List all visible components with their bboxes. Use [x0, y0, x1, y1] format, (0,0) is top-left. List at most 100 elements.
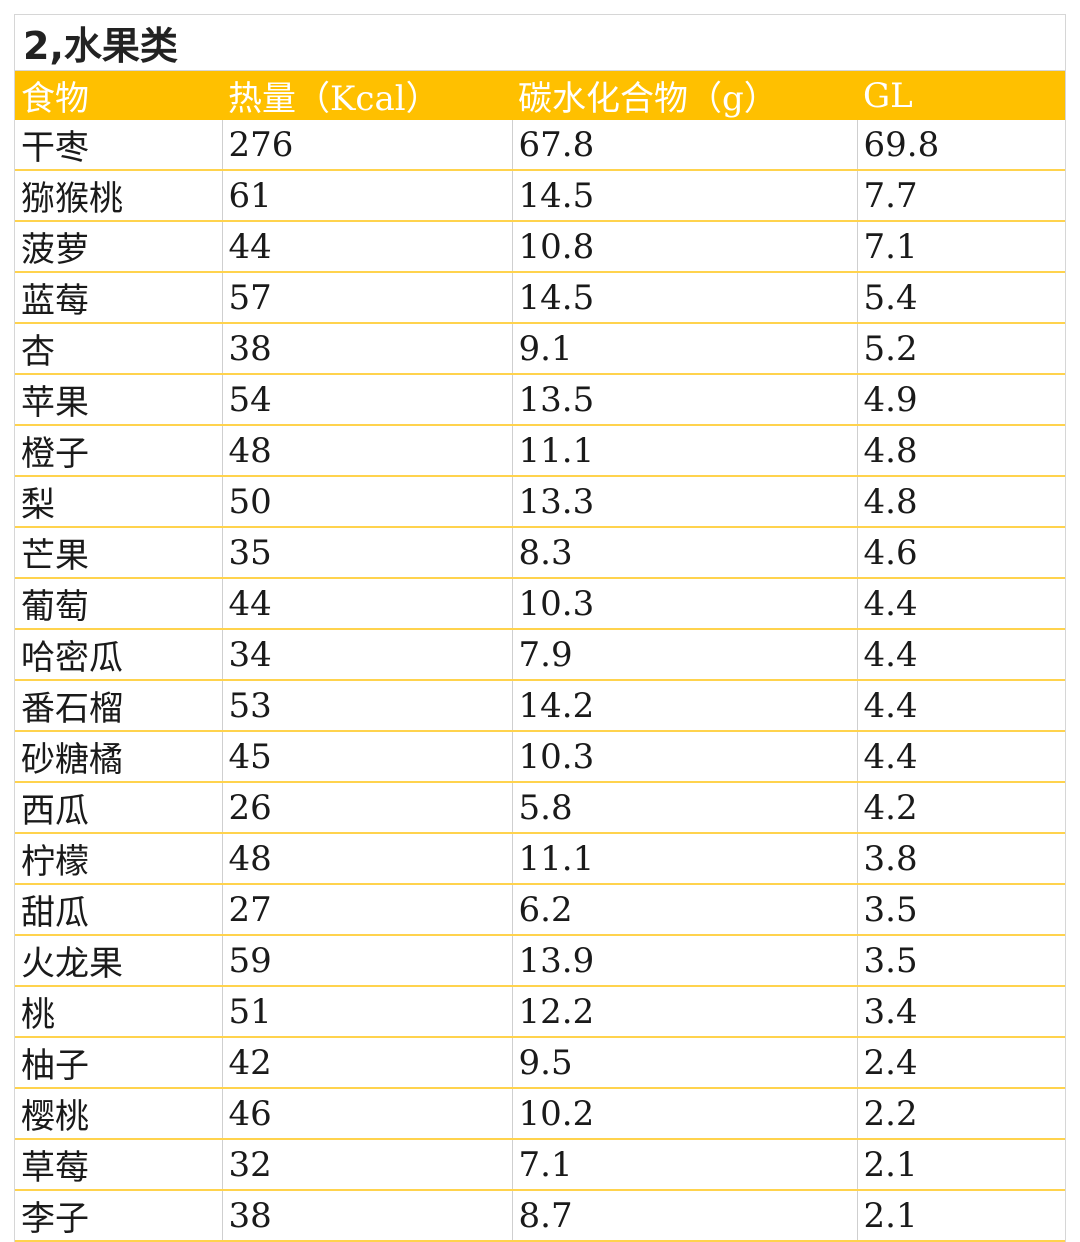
food-name-cell: 橙子: [15, 425, 223, 477]
gl-cell: 7.1: [857, 221, 1065, 273]
table-row: 干枣 276 67.8 69.8: [15, 120, 1065, 171]
calories-cell: 45: [222, 731, 513, 783]
food-name-cell: 梨: [15, 476, 223, 528]
gl-cell: 4.6: [857, 527, 1065, 579]
carbohydrate-cell: 7.9: [512, 629, 858, 681]
gl-cell: 4.2: [857, 782, 1065, 834]
header-carbohydrate: 碳水化合物（g）: [512, 71, 857, 120]
gl-cell: 5.4: [857, 272, 1065, 324]
carbohydrate-cell: 9.1: [512, 323, 858, 375]
carbohydrate-cell: 10.8: [512, 221, 858, 273]
calories-cell: 48: [222, 833, 513, 885]
calories-cell: 276: [222, 120, 513, 171]
gl-cell: 4.8: [857, 425, 1065, 477]
gl-cell: 4.4: [857, 578, 1065, 630]
calories-cell: 38: [222, 1190, 513, 1242]
calories-cell: 46: [222, 1088, 513, 1140]
table-row: 猕猴桃 61 14.5 7.7: [15, 170, 1065, 222]
gl-cell: 3.5: [857, 935, 1065, 987]
gl-cell: 3.4: [857, 986, 1065, 1038]
calories-cell: 61: [222, 170, 513, 222]
carbohydrate-cell: 13.5: [512, 374, 858, 426]
food-name-cell: 李子: [15, 1190, 223, 1242]
gl-cell: 4.4: [857, 731, 1065, 783]
food-name-cell: 甜瓜: [15, 884, 223, 936]
calories-cell: 27: [222, 884, 513, 936]
gl-cell: 2.1: [857, 1139, 1065, 1191]
gl-cell: 4.9: [857, 374, 1065, 426]
table-row: 西瓜 26 5.8 4.2: [15, 782, 1065, 834]
section-title: 2,水果类: [15, 15, 1065, 71]
fruit-nutrition-table: 食物 热量（Kcal） 碳水化合物（g） GL 干枣 276 67.8 69.8 猕猴桃…: [15, 71, 1065, 1242]
food-name-cell: 番石榴: [15, 680, 223, 732]
food-name-cell: 猕猴桃: [15, 170, 223, 222]
table-row: 火龙果 59 13.9 3.5: [15, 935, 1065, 987]
food-name-cell: 苹果: [15, 374, 223, 426]
table-row: 甜瓜 27 6.2 3.5: [15, 884, 1065, 936]
food-name-cell: 柚子: [15, 1037, 223, 1089]
carbohydrate-cell: 6.2: [512, 884, 858, 936]
carbohydrate-cell: 5.8: [512, 782, 858, 834]
food-name-cell: 芒果: [15, 527, 223, 579]
header-row: 食物 热量（Kcal） 碳水化合物（g） GL: [15, 71, 1065, 120]
table-row: 砂糖橘 45 10.3 4.4: [15, 731, 1065, 783]
calories-cell: 38: [222, 323, 513, 375]
table-row: 柠檬 48 11.1 3.8: [15, 833, 1065, 885]
table-row: 梨 50 13.3 4.8: [15, 476, 1065, 528]
gl-cell: 2.2: [857, 1088, 1065, 1140]
food-name-cell: 火龙果: [15, 935, 223, 987]
header-food: 食物: [15, 71, 222, 120]
carbohydrate-cell: 14.2: [512, 680, 858, 732]
gl-cell: 2.4: [857, 1037, 1065, 1089]
table-row: 菠萝 44 10.8 7.1: [15, 221, 1065, 273]
carbohydrate-cell: 10.3: [512, 731, 858, 783]
food-name-cell: 干枣: [15, 120, 223, 171]
food-name-cell: 菠萝: [15, 221, 223, 273]
carbohydrate-cell: 7.1: [512, 1139, 858, 1191]
carbohydrate-cell: 10.2: [512, 1088, 858, 1140]
table-header: 食物 热量（Kcal） 碳水化合物（g） GL: [15, 71, 1065, 120]
carbohydrate-cell: 9.5: [512, 1037, 858, 1089]
food-name-cell: 杏: [15, 323, 223, 375]
carbohydrate-cell: 8.7: [512, 1190, 858, 1242]
table-row: 橙子 48 11.1 4.8: [15, 425, 1065, 477]
gl-cell: 4.4: [857, 629, 1065, 681]
fruit-table-sheet: 2,水果类 食物 热量（Kcal） 碳水化合物（g） GL 干枣 276 67.8 6…: [14, 14, 1066, 1242]
food-name-cell: 草莓: [15, 1139, 223, 1191]
food-name-cell: 砂糖橘: [15, 731, 223, 783]
calories-cell: 51: [222, 986, 513, 1038]
table-row: 哈密瓜 34 7.9 4.4: [15, 629, 1065, 681]
table-row: 樱桃 46 10.2 2.2: [15, 1088, 1065, 1140]
header-gl: GL: [857, 71, 1065, 120]
table-row: 草莓 32 7.1 2.1: [15, 1139, 1065, 1191]
calories-cell: 32: [222, 1139, 513, 1191]
carbohydrate-cell: 67.8: [512, 120, 858, 171]
gl-cell: 4.4: [857, 680, 1065, 732]
calories-cell: 53: [222, 680, 513, 732]
calories-cell: 44: [222, 221, 513, 273]
calories-cell: 44: [222, 578, 513, 630]
gl-cell: 5.2: [857, 323, 1065, 375]
header-calories: 热量（Kcal）: [222, 71, 512, 120]
calories-cell: 48: [222, 425, 513, 477]
carbohydrate-cell: 10.3: [512, 578, 858, 630]
table-row: 苹果 54 13.5 4.9: [15, 374, 1065, 426]
calories-cell: 42: [222, 1037, 513, 1089]
food-name-cell: 柠檬: [15, 833, 223, 885]
carbohydrate-cell: 8.3: [512, 527, 858, 579]
carbohydrate-cell: 12.2: [512, 986, 858, 1038]
food-name-cell: 哈密瓜: [15, 629, 223, 681]
gl-cell: 2.1: [857, 1190, 1065, 1242]
gl-cell: 3.5: [857, 884, 1065, 936]
table-row: 蓝莓 57 14.5 5.4: [15, 272, 1065, 324]
calories-cell: 26: [222, 782, 513, 834]
calories-cell: 59: [222, 935, 513, 987]
table-body: 干枣 276 67.8 69.8 猕猴桃 61 14.5 7.7 菠萝 44 10.8 7.1 蓝莓 57…: [15, 120, 1065, 1242]
table-row: 杏 38 9.1 5.2: [15, 323, 1065, 375]
calories-cell: 35: [222, 527, 513, 579]
table-row: 芒果 35 8.3 4.6: [15, 527, 1065, 579]
table-row: 柚子 42 9.5 2.4: [15, 1037, 1065, 1089]
table-row: 番石榴 53 14.2 4.4: [15, 680, 1065, 732]
table-row: 桃 51 12.2 3.4: [15, 986, 1065, 1038]
gl-cell: 7.7: [857, 170, 1065, 222]
